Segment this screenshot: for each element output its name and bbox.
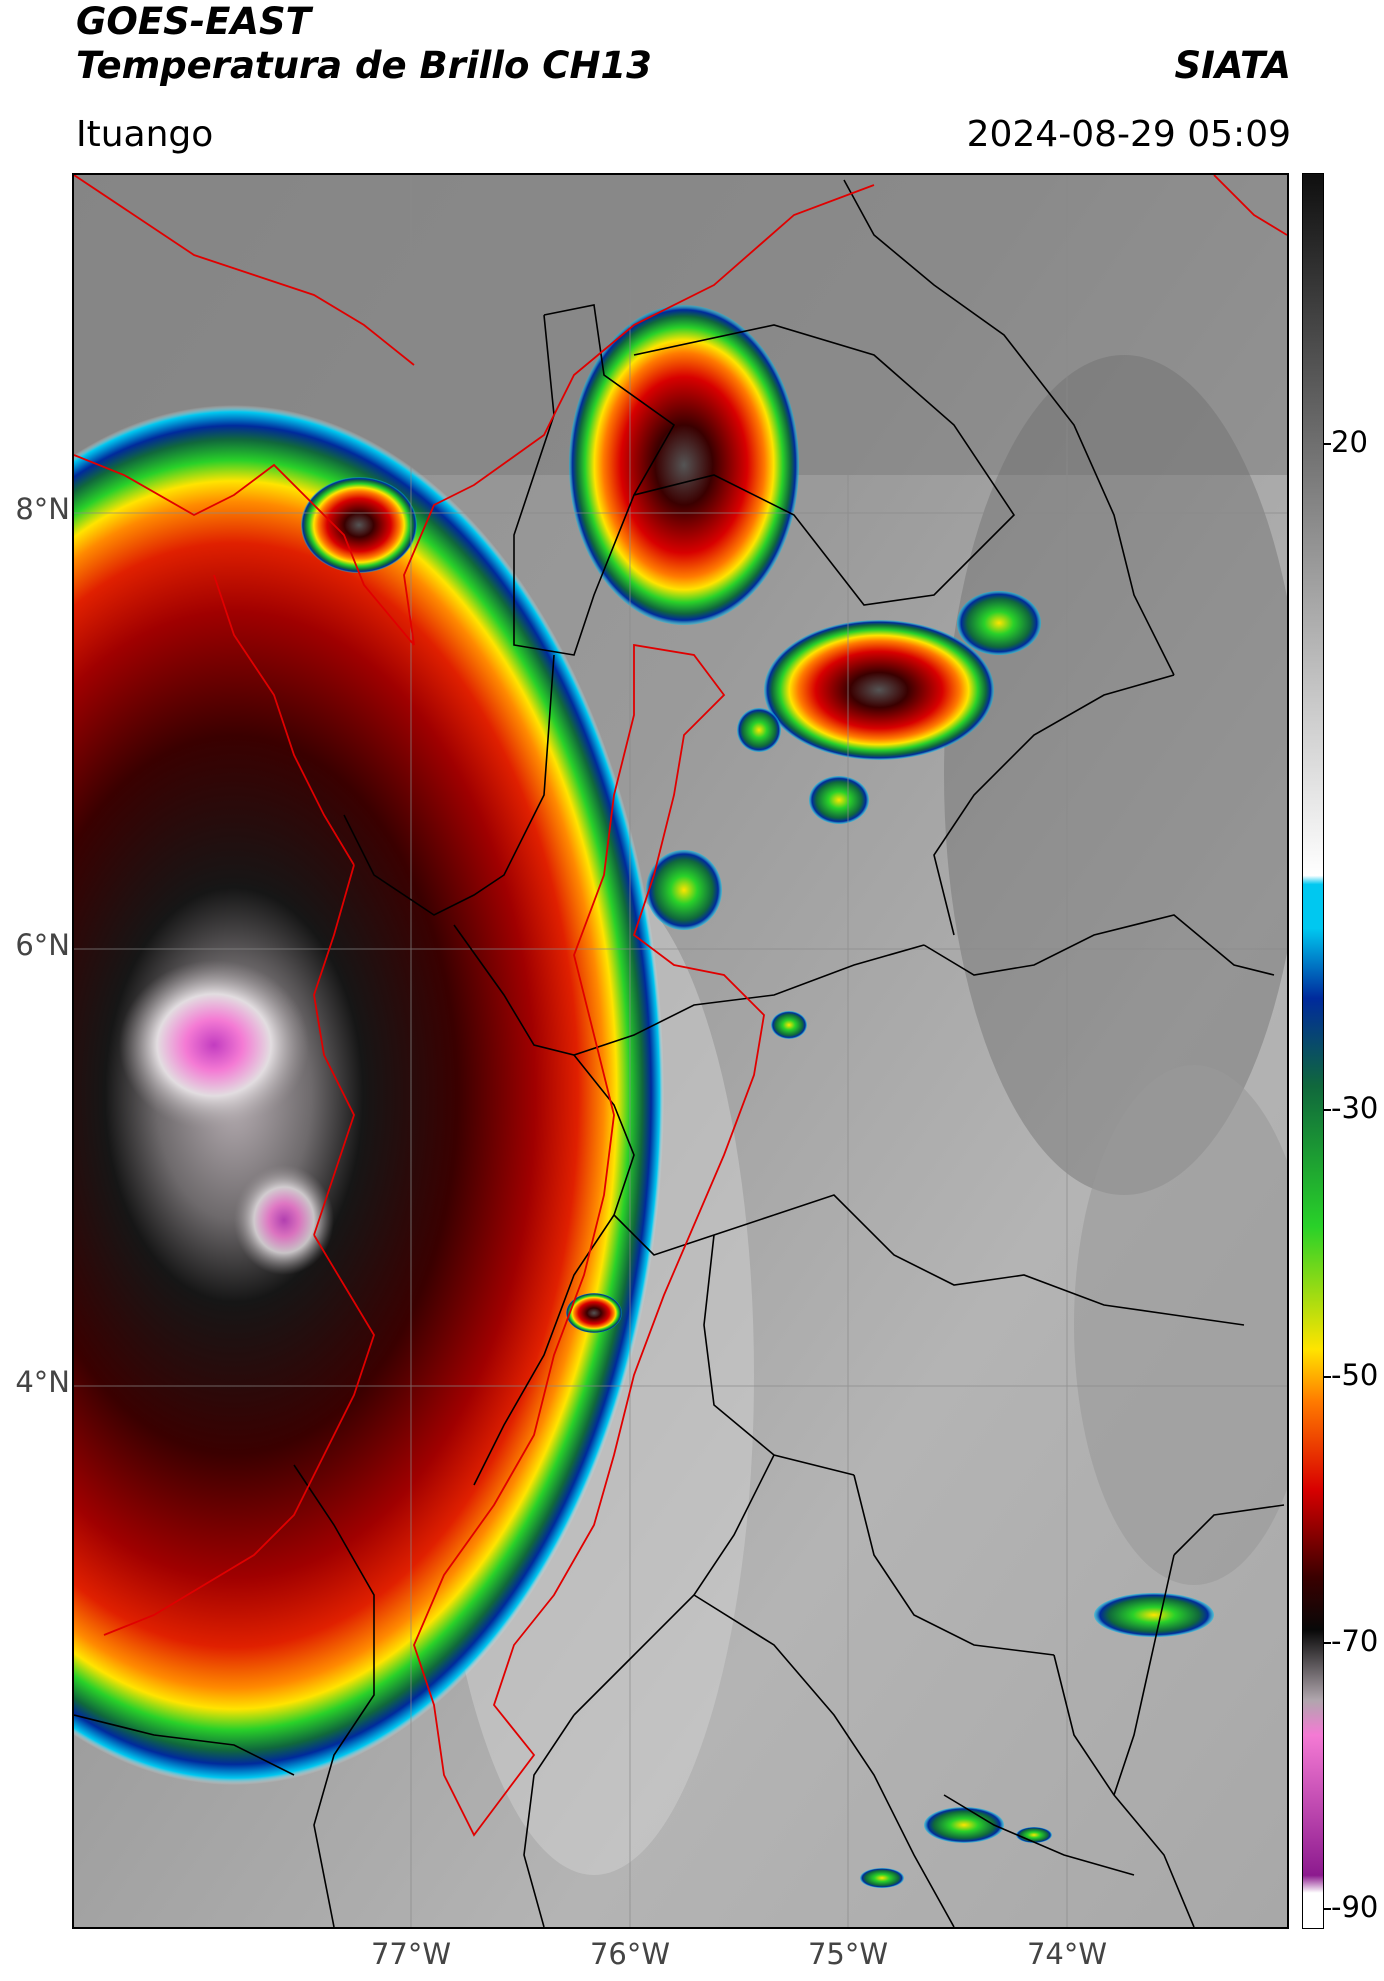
colorbar-label-20: 20 [1331,425,1368,459]
cold-core-1 [119,960,309,1130]
lon-label-75w: 75°W [807,1937,889,1971]
colorbar-tick [1324,1908,1331,1910]
lon-label-76w: 76°W [589,1937,671,1971]
ituango-watershed [413,643,765,1837]
storm-small-1 [809,776,869,824]
colorbar [1302,173,1324,1929]
colorbar-tick [1324,1109,1331,1111]
storm-east [764,620,994,760]
lat-label-4n: 4°N [15,1365,70,1399]
agency-label: SIATA [1174,44,1291,87]
lon-label-77w: 77°W [370,1937,452,1971]
storm-north [569,305,799,625]
colorbar-label-minus50: -50 [1331,1358,1379,1392]
colorbar-label-minus90: -90 [1331,1890,1379,1924]
pacific-convective-system [74,405,664,1785]
storm-small-3 [771,1011,807,1039]
datetime-label: 2024-08-29 05:09 [966,114,1291,155]
colorbar-tick [1324,1642,1331,1644]
colorbar-tick [1324,1376,1331,1378]
map-canvas [74,175,1287,1927]
storm-small-2 [737,708,781,752]
colorbar-label-minus70: -70 [1331,1624,1379,1658]
satellite-map [72,173,1289,1929]
storm-southeast [1094,1593,1214,1637]
storm-south-2 [860,1868,904,1888]
location-label: Ituango [76,114,214,155]
llanos-area [1074,1065,1287,1585]
storm-south [924,1807,1004,1843]
colorbar-tick [1324,443,1331,445]
graticule [74,175,1287,1927]
east-warm-area [944,355,1287,1195]
coastline [74,175,1287,1636]
cold-core-2 [234,1165,334,1275]
lat-label-6n: 6°N [15,928,70,962]
lon-label-74w: 74°W [1026,1937,1108,1971]
lat-label-8n: 8°N [15,492,70,526]
storm-coast-edge [566,1293,622,1333]
storm-east-small [957,591,1041,655]
storm-south-3 [1016,1827,1052,1843]
colorbar-label-minus30: -30 [1331,1091,1379,1125]
storm-uraba [301,477,417,573]
department-borders [74,179,1285,1927]
satellite-title: GOES-EAST [76,0,311,43]
storm-antioquia [646,850,722,930]
product-title: Temperatura de Brillo CH13 [76,44,652,87]
